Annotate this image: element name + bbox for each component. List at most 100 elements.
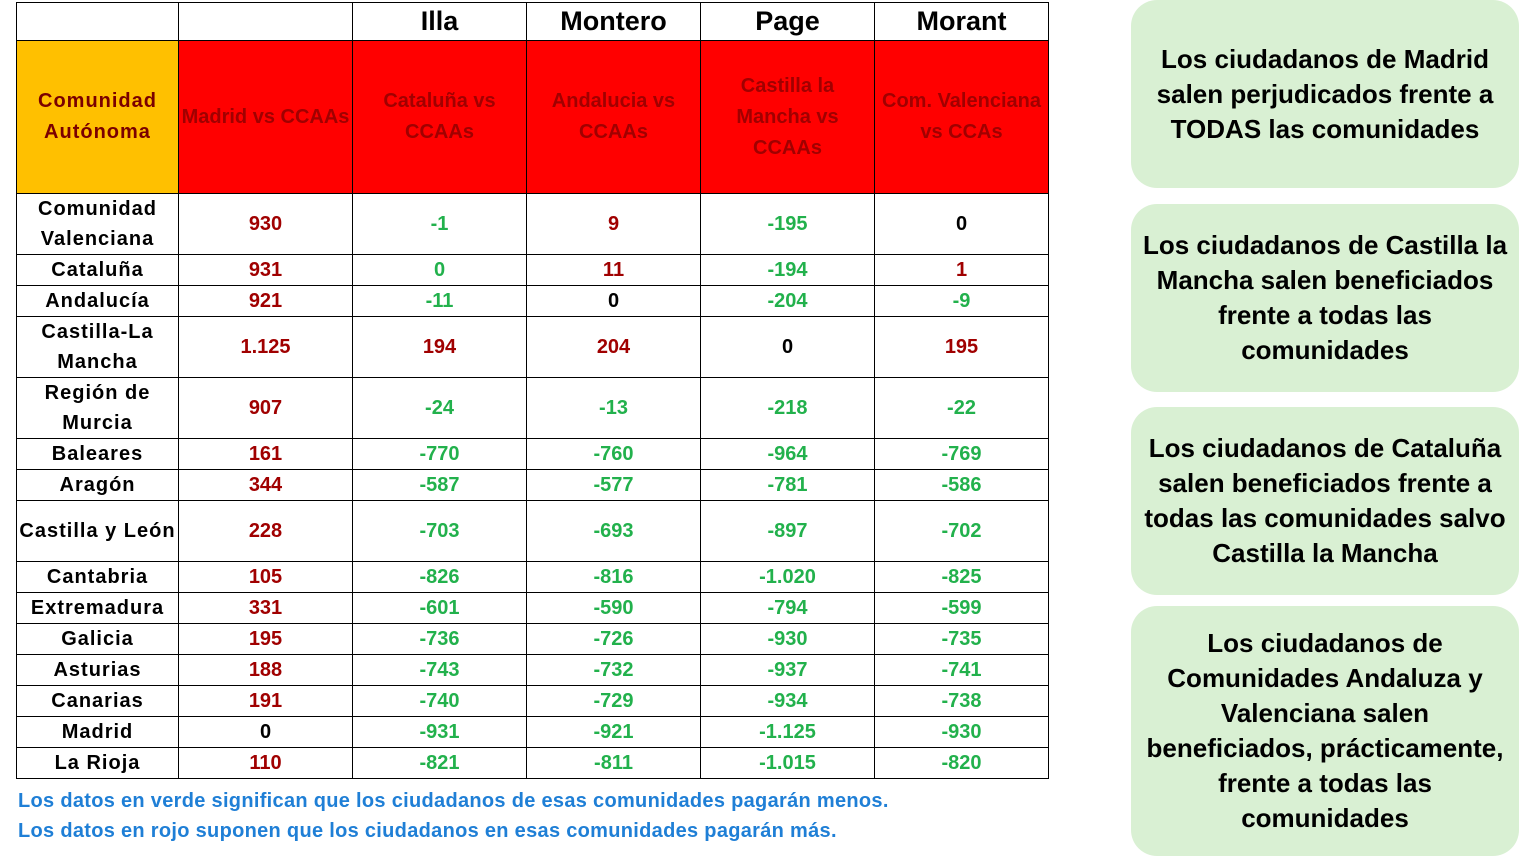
value-cell: 344: [178, 469, 353, 501]
table-row: La Rioja 110 -821 -811 -1.015 -820: [16, 747, 1049, 779]
value-cell: -760: [526, 438, 701, 470]
region-name: Andalucía: [16, 285, 179, 317]
note-green: Los datos en verde significan que los ci…: [18, 790, 889, 812]
value-cell: -934: [700, 685, 875, 717]
value-cell: 105: [178, 561, 353, 593]
politician-header-montero: Montero: [526, 2, 701, 41]
value-cell: -821: [352, 747, 527, 779]
value-cell: -770: [352, 438, 527, 470]
value-cell: -693: [526, 500, 701, 562]
value-cell: -937: [700, 654, 875, 686]
region-name: Región de Murcia: [16, 377, 179, 439]
value-cell: 1: [874, 254, 1049, 286]
table-row: Baleares 161 -770 -760 -964 -769: [16, 438, 1049, 470]
value-cell: 0: [178, 716, 353, 748]
value-cell: -921: [526, 716, 701, 748]
summary-text: Los ciudadanos de Madrid salen perjudica…: [1156, 43, 1494, 144]
summary-box-madrid: Los ciudadanos de Madrid salen perjudica…: [1131, 0, 1519, 188]
politician-header-morant: Morant: [874, 2, 1049, 41]
comparison-header-row: Comunidad Autónoma Madrid vs CCAAs Catal…: [16, 40, 1049, 194]
value-cell: 930: [178, 193, 353, 255]
region-name: Comunidad Valenciana: [16, 193, 179, 255]
value-cell: 204: [526, 316, 701, 378]
region-name: Baleares: [16, 438, 179, 470]
region-name: Asturias: [16, 654, 179, 686]
header-valenciana: Com. Valenciana vs CCAs: [874, 40, 1049, 194]
region-name: Madrid: [16, 716, 179, 748]
value-cell: -826: [352, 561, 527, 593]
value-cell: 194: [352, 316, 527, 378]
value-cell: 11: [526, 254, 701, 286]
value-cell: 188: [178, 654, 353, 686]
value-cell: 191: [178, 685, 353, 717]
value-cell: -195: [700, 193, 875, 255]
value-cell: -13: [526, 377, 701, 439]
region-name: Castilla-La Mancha: [16, 316, 179, 378]
value-cell: 228: [178, 500, 353, 562]
value-cell: -825: [874, 561, 1049, 593]
header-castilla-la-mancha: Castilla la Mancha vs CCAAs: [700, 40, 875, 194]
value-cell: 195: [874, 316, 1049, 378]
value-cell: -24: [352, 377, 527, 439]
table-row: Galicia 195 -736 -726 -930 -735: [16, 623, 1049, 655]
value-cell: -577: [526, 469, 701, 501]
value-cell: -9: [874, 285, 1049, 317]
value-cell: -218: [700, 377, 875, 439]
value-cell: -1.125: [700, 716, 875, 748]
region-name: Galicia: [16, 623, 179, 655]
table-body: Comunidad Valenciana 930 -1 9 -195 0 Cataluña 9…: [16, 193, 1049, 779]
summary-box-castilla-la-mancha: Los ciudadanos de Castilla la Mancha sal…: [1131, 204, 1519, 392]
value-cell: 195: [178, 623, 353, 655]
header-andalucia: Andalucia vs CCAAs: [526, 40, 701, 194]
table-row: Cantabria 105 -826 -816 -1.020 -825: [16, 561, 1049, 593]
value-cell: -930: [874, 716, 1049, 748]
value-cell: 0: [352, 254, 527, 286]
value-cell: -741: [874, 654, 1049, 686]
summary-box-andaluza-valenciana: Los ciudadanos de Comunidades Andaluza y…: [1131, 606, 1519, 856]
header-madrid: Madrid vs CCAAs: [178, 40, 353, 194]
value-cell: -931: [352, 716, 527, 748]
table-row: Castilla y León 228 -703 -693 -897 -702: [16, 500, 1049, 562]
header-cataluna: Cataluña vs CCAAs: [352, 40, 527, 194]
value-cell: -769: [874, 438, 1049, 470]
region-name: Aragón: [16, 469, 179, 501]
value-cell: 931: [178, 254, 353, 286]
value-cell: -930: [700, 623, 875, 655]
table-row: Comunidad Valenciana 930 -1 9 -195 0: [16, 193, 1049, 255]
value-cell: 907: [178, 377, 353, 439]
value-cell: -811: [526, 747, 701, 779]
value-cell: -1.015: [700, 747, 875, 779]
value-cell: -781: [700, 469, 875, 501]
region-name: Castilla y León: [16, 500, 179, 562]
value-cell: -1: [352, 193, 527, 255]
value-cell: -702: [874, 500, 1049, 562]
politician-header-illa: Illa: [352, 2, 527, 41]
table-row: Región de Murcia 907 -24 -13 -218 -22: [16, 377, 1049, 439]
value-cell: 0: [526, 285, 701, 317]
value-cell: -194: [700, 254, 875, 286]
value-cell: -964: [700, 438, 875, 470]
comparison-table: Illa Montero Page Morant Comunidad Autón…: [16, 2, 1049, 779]
value-cell: -820: [874, 747, 1049, 779]
value-cell: -1.020: [700, 561, 875, 593]
table-row: Andalucía 921 -11 0 -204 -9: [16, 285, 1049, 317]
value-cell: -22: [874, 377, 1049, 439]
politician-header-empty: [178, 2, 353, 41]
value-cell: -726: [526, 623, 701, 655]
value-cell: 331: [178, 592, 353, 624]
note-red: Los datos en rojo suponen que los ciudad…: [18, 820, 837, 842]
politician-header-page: Page: [700, 2, 875, 41]
region-name: Canarias: [16, 685, 179, 717]
region-name: Cataluña: [16, 254, 179, 286]
politician-header-empty: [16, 2, 179, 41]
value-cell: -794: [700, 592, 875, 624]
table-row: Asturias 188 -743 -732 -937 -741: [16, 654, 1049, 686]
summary-text: Los ciudadanos de Castilla la Mancha sal…: [1142, 230, 1508, 365]
table-row: Madrid 0 -931 -921 -1.125 -930: [16, 716, 1049, 748]
value-cell: -740: [352, 685, 527, 717]
value-cell: 1.125: [178, 316, 353, 378]
value-cell: -703: [352, 500, 527, 562]
table-row: Cataluña 931 0 11 -194 1: [16, 254, 1049, 286]
value-cell: -816: [526, 561, 701, 593]
table-row: Castilla-La Mancha 1.125 194 204 0 195: [16, 316, 1049, 378]
